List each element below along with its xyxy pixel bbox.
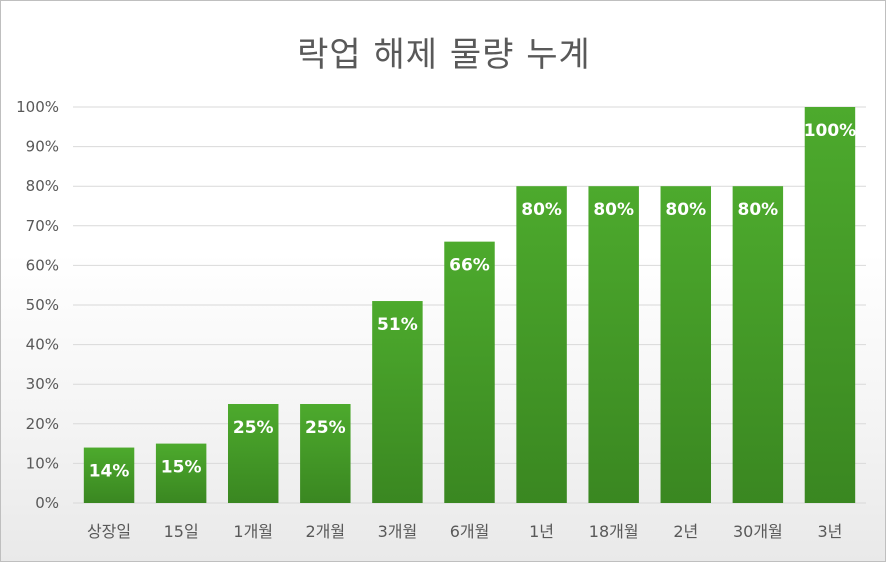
y-tick-label: 10% xyxy=(26,454,59,472)
y-tick-label: 100% xyxy=(16,98,59,116)
data-label: 25% xyxy=(305,418,346,438)
x-tick-label: 15일 xyxy=(164,522,199,541)
y-tick-label: 60% xyxy=(26,256,59,274)
bar xyxy=(227,404,279,503)
bar xyxy=(588,186,639,503)
x-tick-label: 30개월 xyxy=(733,522,783,541)
x-tick-label: 3년 xyxy=(818,522,843,541)
y-axis-ticks: 0% 10% 20% 30% 40% 50% 60% 70% 80% 90% 100% xyxy=(16,98,59,512)
data-label: 80% xyxy=(738,200,779,220)
data-label: 80% xyxy=(593,200,634,220)
y-tick-label: 50% xyxy=(26,296,59,314)
y-tick-label: 40% xyxy=(26,336,59,354)
y-tick-label: 30% xyxy=(26,375,59,393)
y-tick-label: 0% xyxy=(35,494,59,512)
y-tick-label: 90% xyxy=(26,138,59,156)
data-label: 25% xyxy=(233,418,274,438)
data-label: 15% xyxy=(161,458,202,478)
x-tick-label: 2개월 xyxy=(306,522,346,541)
data-label: 66% xyxy=(449,256,490,276)
y-tick-label: 20% xyxy=(26,415,59,433)
bars xyxy=(83,107,856,503)
x-tick-label: 2년 xyxy=(673,522,698,541)
bar xyxy=(155,443,207,503)
bar xyxy=(83,447,135,503)
bar xyxy=(732,186,784,503)
bar xyxy=(444,241,495,503)
data-label: 80% xyxy=(521,200,562,220)
data-label: 51% xyxy=(377,315,418,335)
bar xyxy=(300,404,351,503)
data-label: 14% xyxy=(89,462,130,482)
bar xyxy=(804,107,856,503)
chart-title: 락업 해제 물량 누계 xyxy=(297,35,591,75)
data-label: 100% xyxy=(804,121,857,141)
data-label: 80% xyxy=(665,200,706,220)
bar xyxy=(372,301,423,503)
data-labels: 14% 15% 25% 25% 51% 66% 80% 80% 80% 80% 100% xyxy=(89,121,857,482)
bar xyxy=(660,186,712,503)
x-axis-ticks: 상장일 15일 1개월 2개월 3개월 6개월 1년 18개월 2년 30개월 3년 xyxy=(87,522,842,541)
x-tick-label: 18개월 xyxy=(589,522,639,541)
x-tick-label: 1년 xyxy=(529,522,554,541)
bar xyxy=(516,186,567,503)
x-tick-label: 6개월 xyxy=(450,522,490,541)
y-tick-label: 70% xyxy=(26,217,59,235)
x-tick-label: 3개월 xyxy=(378,522,418,541)
x-tick-label: 1개월 xyxy=(233,522,273,541)
y-tick-label: 80% xyxy=(26,177,59,195)
x-tick-label: 상장일 xyxy=(87,522,131,541)
